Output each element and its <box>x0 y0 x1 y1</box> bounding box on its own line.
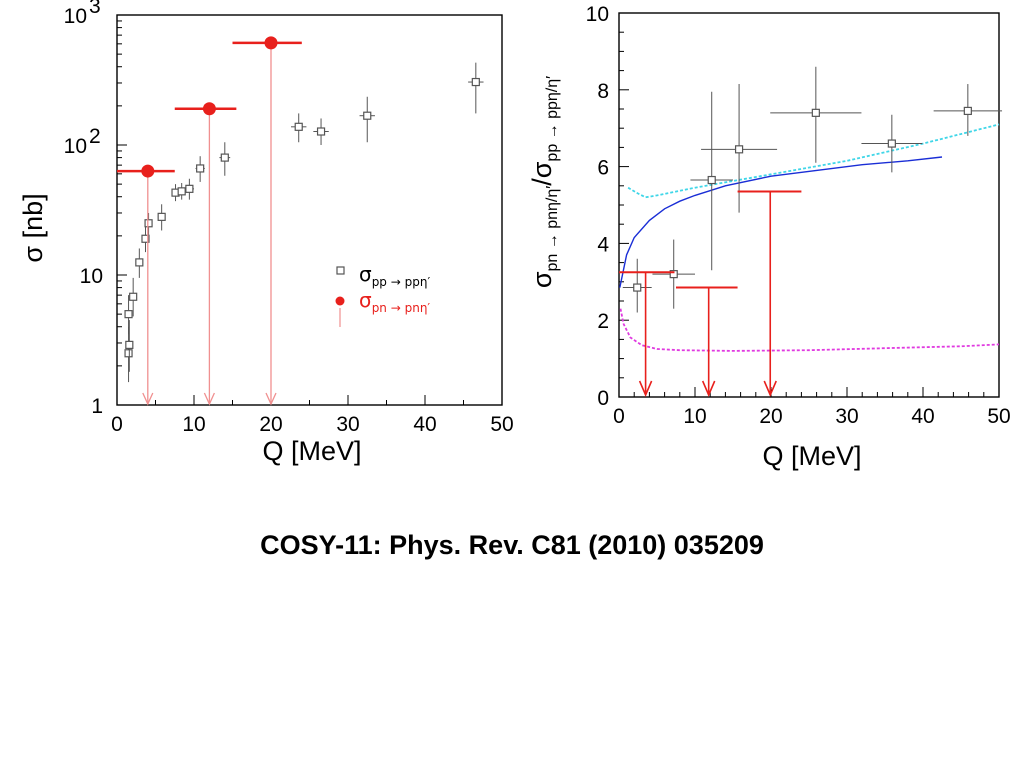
right-y-tick-label: 4 <box>597 233 609 256</box>
left-y-tick-label: 1 <box>91 395 103 418</box>
cyan-dotted-curve <box>627 123 1000 199</box>
blue-solid-curve <box>619 156 943 288</box>
pp-data-point <box>220 153 229 162</box>
pp-data-point <box>141 234 150 243</box>
pp-data-point <box>177 187 186 196</box>
left-x-axis-label: Q [MeV] <box>262 436 361 466</box>
left-plot-frame <box>116 14 503 406</box>
left-y-tick-exponent: 3 <box>89 0 101 18</box>
pp-data-point <box>135 258 144 267</box>
slide-caption: COSY-11: Phys. Rev. C81 (2010) 035209 <box>260 530 764 560</box>
left-legend: σpp → ppη′ σpn → pnη′ <box>335 262 430 327</box>
right-marks <box>619 66 1003 398</box>
pn-limit-arrow-head <box>203 392 215 406</box>
pp-data-point <box>316 127 326 136</box>
left-x-tick-label: 30 <box>336 413 359 436</box>
right-x-axis-label: Q [MeV] <box>762 441 861 471</box>
ratio-data-point <box>963 106 972 116</box>
right-y-tick-label: 10 <box>586 3 609 26</box>
pp-data-point <box>471 77 480 87</box>
left-x-tick-label: 20 <box>259 413 282 436</box>
left-y-tick-label: 10 <box>80 265 103 288</box>
right-plot-frame <box>618 12 1000 398</box>
right-x-tick-label: 20 <box>759 405 782 428</box>
right-y-tick-label: 8 <box>597 80 609 103</box>
pn-data-point <box>141 164 155 178</box>
left-x-tick-label: 10 <box>182 413 205 436</box>
pp-data-point <box>124 349 133 358</box>
left-y-tick-label: 10 <box>64 135 87 158</box>
ratio-data-point <box>887 139 896 148</box>
upper-limit-arrow-head <box>638 380 653 398</box>
pp-data-point <box>125 340 134 349</box>
right-y-tick-label: 0 <box>597 387 609 410</box>
right-y-tick-label: 6 <box>597 157 609 180</box>
right-y-axis-label: σpn → pnη/η′/σpp → ppη/η′ <box>527 76 561 288</box>
right-chart: 0 10 20 30 40 50 0 2 4 6 8 10 Q [MeV] σpn → pnη/η′/… <box>527 3 1011 471</box>
right-y-tick-label: 2 <box>597 310 609 333</box>
right-x-tick-label: 30 <box>835 405 858 428</box>
legend-marker-pn <box>335 296 345 306</box>
left-y-tick-label: 10 <box>64 5 87 28</box>
ratio-data-point <box>633 283 642 292</box>
legend-label-pn: σpn → pnη′ <box>359 288 430 315</box>
right-ticks: 0 10 20 30 40 50 0 2 4 6 8 10 <box>586 3 1011 428</box>
pp-data-point <box>185 184 194 193</box>
left-x-tick-label: 40 <box>413 413 436 436</box>
ratio-data-point <box>669 270 678 279</box>
ratio-data-point <box>707 175 716 185</box>
pn-data-point <box>202 102 216 116</box>
ratio-data-point <box>811 108 820 117</box>
left-y-axis-label: σ [nb] <box>18 193 48 262</box>
left-y-tick-exponent: 2 <box>89 125 101 148</box>
pn-data-point <box>264 36 278 50</box>
pp-data-point <box>363 111 372 120</box>
left-x-tick-label: 50 <box>490 413 513 436</box>
upper-limit-arrow-head <box>763 380 777 398</box>
legend-marker-pp <box>336 266 345 275</box>
pp-data-point <box>196 164 205 173</box>
pp-data-point <box>144 219 153 228</box>
pn-limit-arrow-head <box>142 392 154 406</box>
right-x-tick-label: 10 <box>683 405 706 428</box>
upper-limit-arrow-head <box>701 380 716 398</box>
pp-data-point <box>124 310 133 319</box>
right-x-tick-label: 40 <box>911 405 934 428</box>
pp-data-point <box>294 122 303 131</box>
left-x-tick-label: 0 <box>111 413 123 436</box>
pp-data-point <box>157 212 166 221</box>
left-marks <box>117 36 484 406</box>
right-x-tick-label: 0 <box>613 405 625 428</box>
right-x-tick-label: 50 <box>987 405 1010 428</box>
ratio-data-point <box>734 145 744 154</box>
pp-data-point <box>129 292 138 301</box>
pn-limit-arrow-head <box>265 392 277 406</box>
legend-label-pp: σpp → ppη′ <box>359 262 430 289</box>
magenta-dotted-curve <box>619 308 1000 352</box>
